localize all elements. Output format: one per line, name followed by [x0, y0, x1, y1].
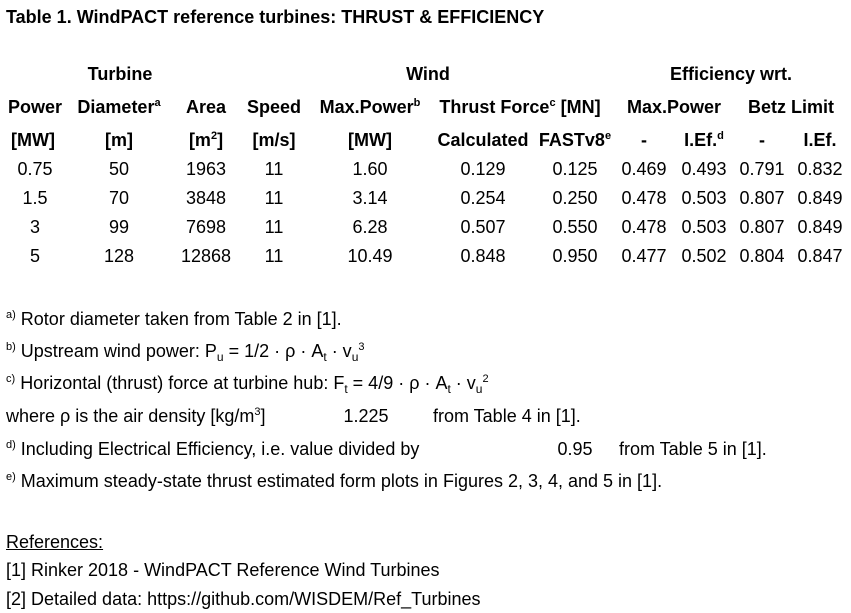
- cell-eff-betz: 0.791: [739, 159, 785, 179]
- cell-max-power: 6.28: [352, 217, 388, 237]
- cell-thrust-calculated: 0.129: [460, 159, 506, 179]
- footnote-b: b) Upstream wind power: Pu = 1/2 · ρ · A…: [6, 341, 365, 364]
- footnote-a: a) Rotor diameter taken from Table 2 in …: [6, 309, 342, 329]
- unit-diameter: [m]: [105, 130, 133, 150]
- cell-eff-max-power-ief: 0.503: [681, 217, 727, 237]
- cell-area: 7698: [185, 217, 227, 237]
- header-dash-betz: -: [759, 130, 765, 150]
- air-density-note: where ρ is the air density [kg/m3]: [6, 406, 266, 426]
- cell-area: 1963: [185, 159, 227, 179]
- cell-power: 0.75: [17, 159, 53, 179]
- cell-max-power: 10.49: [347, 246, 393, 266]
- header-group-efficiency: Efficiency wrt.: [669, 64, 793, 84]
- cell-thrust-fastv8: 0.250: [552, 188, 598, 208]
- cell-thrust-fastv8: 0.125: [552, 159, 598, 179]
- unit-max-power: [MW]: [348, 130, 392, 150]
- header-group-turbine: Turbine: [87, 64, 153, 84]
- cell-diameter: 99: [108, 217, 130, 237]
- cell-eff-max-power: 0.478: [621, 217, 667, 237]
- electrical-efficiency-source: from Table 5 in [1].: [619, 439, 767, 459]
- table-row: 0.75 50 1963 11 1.60 0.129 0.125 0.469 0.493 0.79…: [0, 158, 851, 186]
- table-row: 5 128 12868 11 10.49 0.848 0.950 0.477 0.502 0.80…: [0, 245, 851, 273]
- table-row: 3 99 7698 11 6.28 0.507 0.550 0.478 0.503 0.807 0.…: [0, 216, 851, 244]
- header-max-power: Max.Powerb: [319, 97, 421, 117]
- header-diameter: Diametera: [77, 97, 161, 117]
- cell-power: 3: [29, 217, 41, 237]
- cell-eff-betz: 0.807: [739, 217, 785, 237]
- reference-item: [1] Rinker 2018 - WindPACT Reference Win…: [6, 560, 440, 580]
- air-density-source: from Table 4 in [1].: [433, 406, 581, 426]
- cell-power: 5: [29, 246, 41, 266]
- cell-power: 1.5: [22, 188, 48, 208]
- cell-area: 12868: [180, 246, 232, 266]
- cell-eff-betz-ief: 0.849: [797, 188, 843, 208]
- air-density-value: 1.225: [343, 406, 389, 426]
- header-fastv8: FASTv8e: [538, 130, 612, 150]
- cell-thrust-calculated: 0.254: [460, 188, 506, 208]
- cell-eff-max-power-ief: 0.502: [681, 246, 727, 266]
- cell-thrust-calculated: 0.507: [460, 217, 506, 237]
- cell-speed: 11: [264, 217, 284, 237]
- cell-max-power: 1.60: [352, 159, 388, 179]
- cell-eff-betz-ief: 0.847: [797, 246, 843, 266]
- cell-eff-max-power-ief: 0.493: [681, 159, 727, 179]
- cell-eff-betz-ief: 0.832: [797, 159, 843, 179]
- cell-eff-max-power: 0.477: [621, 246, 667, 266]
- cell-eff-max-power: 0.469: [621, 159, 667, 179]
- electrical-efficiency-value: 0.95: [557, 439, 593, 459]
- cell-max-power: 3.14: [352, 188, 388, 208]
- reference-item: [2] Detailed data: https://github.com/WI…: [6, 589, 481, 609]
- footnote-c: c) Horizontal (thrust) force at turbine …: [6, 373, 489, 396]
- header-calculated: Calculated: [437, 130, 529, 150]
- cell-diameter: 128: [103, 246, 135, 266]
- header-thrust-force: Thrust Forcec [MN]: [439, 97, 601, 117]
- cell-area: 3848: [185, 188, 227, 208]
- footnote-d: d) Including Electrical Efficiency, i.e.…: [6, 439, 420, 459]
- header-area: Area: [185, 97, 227, 117]
- table-title: Table 1. WindPACT reference turbines: TH…: [6, 7, 545, 27]
- header-ief-betz: I.Ef.: [803, 130, 837, 150]
- cell-speed: 11: [264, 188, 284, 208]
- header-dash-max-power: -: [641, 130, 647, 150]
- header-speed: Speed: [246, 97, 302, 117]
- cell-thrust-calculated: 0.848: [460, 246, 506, 266]
- header-betz-limit: Betz Limit: [747, 97, 835, 117]
- header-eff-max-power: Max.Power: [626, 97, 722, 117]
- cell-eff-max-power-ief: 0.503: [681, 188, 727, 208]
- references-heading: References:: [6, 532, 104, 552]
- footnote-e: e) Maximum steady-state thrust estimated…: [6, 471, 663, 491]
- unit-power: [MW]: [11, 130, 55, 150]
- cell-thrust-fastv8: 0.550: [552, 217, 598, 237]
- cell-speed: 11: [264, 159, 284, 179]
- cell-speed: 11: [264, 246, 284, 266]
- cell-eff-betz-ief: 0.849: [797, 217, 843, 237]
- header-group-wind: Wind: [406, 64, 450, 84]
- table-row: 1.5 70 3848 11 3.14 0.254 0.250 0.478 0.503 0.807…: [0, 187, 851, 215]
- cell-eff-max-power: 0.478: [621, 188, 667, 208]
- cell-eff-betz: 0.804: [739, 246, 785, 266]
- header-power: Power: [7, 97, 63, 117]
- header-ief-max-power: I.Ef.d: [684, 130, 724, 150]
- unit-speed: [m/s]: [252, 130, 296, 150]
- cell-diameter: 50: [108, 159, 130, 179]
- cell-thrust-fastv8: 0.950: [552, 246, 598, 266]
- unit-area: [m2]: [188, 130, 224, 150]
- cell-diameter: 70: [108, 188, 130, 208]
- cell-eff-betz: 0.807: [739, 188, 785, 208]
